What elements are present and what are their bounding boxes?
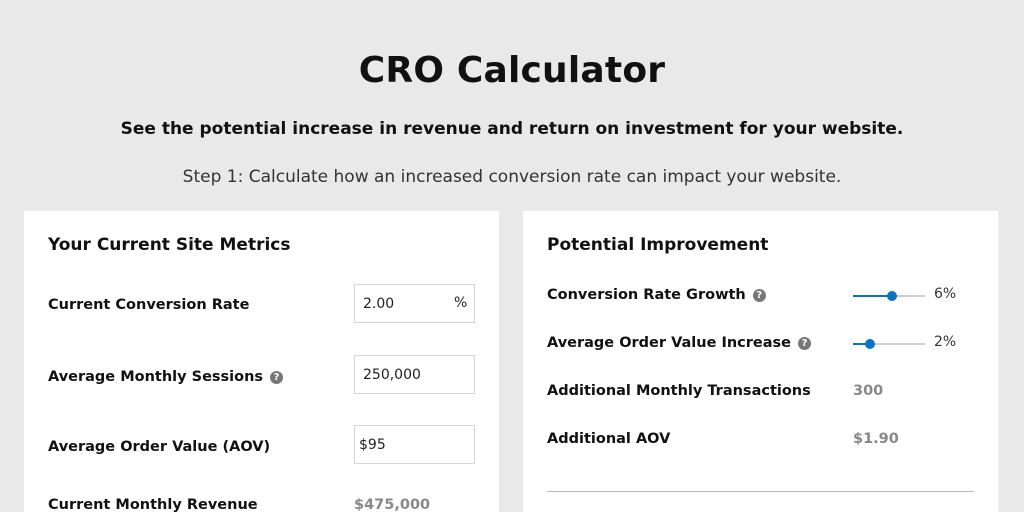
slider-track — [853, 343, 925, 345]
additional-transactions-value: 300 — [853, 383, 884, 399]
monthly-revenue-value: $475,000 — [354, 497, 431, 512]
section-divider — [547, 491, 974, 492]
aov-label: Average Order Value (AOV) — [48, 439, 271, 455]
monthly-sessions-label: Average Monthly Sessions ? — [48, 369, 284, 385]
current-metrics-title: Your Current Site Metrics — [48, 235, 291, 255]
question-circle-icon[interactable]: ? — [270, 370, 284, 384]
slider-fill — [853, 343, 871, 345]
conversion-growth-slider[interactable] — [853, 290, 925, 302]
slider-fill — [853, 295, 892, 297]
conversion-rate-label: Current Conversion Rate — [48, 297, 250, 313]
page-title: CRO Calculator — [358, 50, 666, 91]
additional-aov-value: $1.90 — [853, 431, 899, 447]
aov-input[interactable] — [354, 425, 475, 464]
page-subtitle: See the potential increase in revenue an… — [120, 119, 904, 139]
current-metrics-card: Your Current Site Metrics Current Conver… — [24, 211, 499, 512]
question-circle-icon[interactable]: ? — [752, 288, 766, 302]
question-circle-icon[interactable]: ? — [798, 336, 812, 350]
conversion-growth-label: Conversion Rate Growth ? — [547, 287, 766, 303]
aov-increase-label: Average Order Value Increase ? — [547, 335, 812, 351]
slider-thumb[interactable] — [865, 339, 876, 349]
additional-transactions-label: Additional Monthly Transactions — [547, 383, 811, 399]
aov-increase-slider[interactable] — [853, 338, 925, 350]
potential-improvement-card: Potential Improvement Conversion Rate Gr… — [523, 211, 998, 512]
conversion-growth-value: 6% — [934, 286, 957, 302]
conversion-rate-input[interactable] — [354, 284, 475, 323]
monthly-revenue-label: Current Monthly Revenue — [48, 497, 258, 512]
monthly-sessions-input[interactable] — [354, 355, 475, 394]
slider-thumb[interactable] — [886, 291, 897, 301]
percent-suffix: % — [454, 295, 468, 311]
additional-aov-label: Additional AOV — [547, 431, 671, 447]
step-instruction: Step 1: Calculate how an increased conve… — [182, 167, 842, 187]
potential-improvement-title: Potential Improvement — [547, 235, 769, 255]
aov-increase-value: 2% — [934, 334, 957, 350]
